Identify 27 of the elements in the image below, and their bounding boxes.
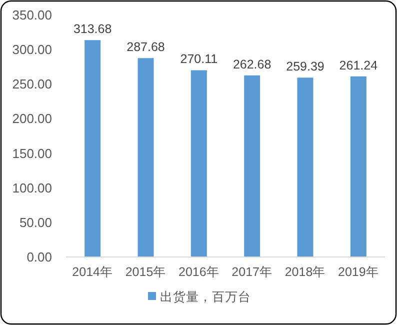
y-tick-label: 300.00 [12, 42, 52, 58]
y-tick-label: 150.00 [12, 146, 52, 161]
bar [138, 58, 154, 257]
x-tick-label: 2015年 [125, 265, 166, 279]
data-label: 259.39 [286, 60, 324, 74]
y-tick-label: 200.00 [12, 111, 52, 126]
bar [350, 76, 366, 257]
x-tick-label: 2017年 [232, 265, 272, 279]
bar [190, 70, 207, 257]
x-tick-label: 2016年 [178, 265, 220, 279]
y-tick-label: 100.00 [12, 180, 52, 196]
bar [244, 75, 260, 257]
y-tick-label: 250.00 [12, 76, 52, 92]
data-label: 261.24 [339, 58, 378, 72]
x-tick-label: 2018年 [284, 265, 326, 279]
data-label: 287.68 [126, 40, 165, 54]
y-tick-label: 350.00 [12, 8, 52, 22]
x-tick-label: 2019年 [338, 265, 379, 279]
y-tick-label: 0.00 [26, 250, 52, 264]
bar [84, 40, 101, 257]
x-tick-label: 2014年 [72, 265, 113, 279]
data-label: 262.68 [232, 57, 272, 72]
legend: 出货量，百万台 [148, 290, 251, 304]
data-label: 270.11 [180, 52, 218, 66]
y-tick-label: 50.00 [19, 214, 52, 230]
data-label: 313.68 [73, 22, 112, 36]
bar [297, 78, 314, 257]
